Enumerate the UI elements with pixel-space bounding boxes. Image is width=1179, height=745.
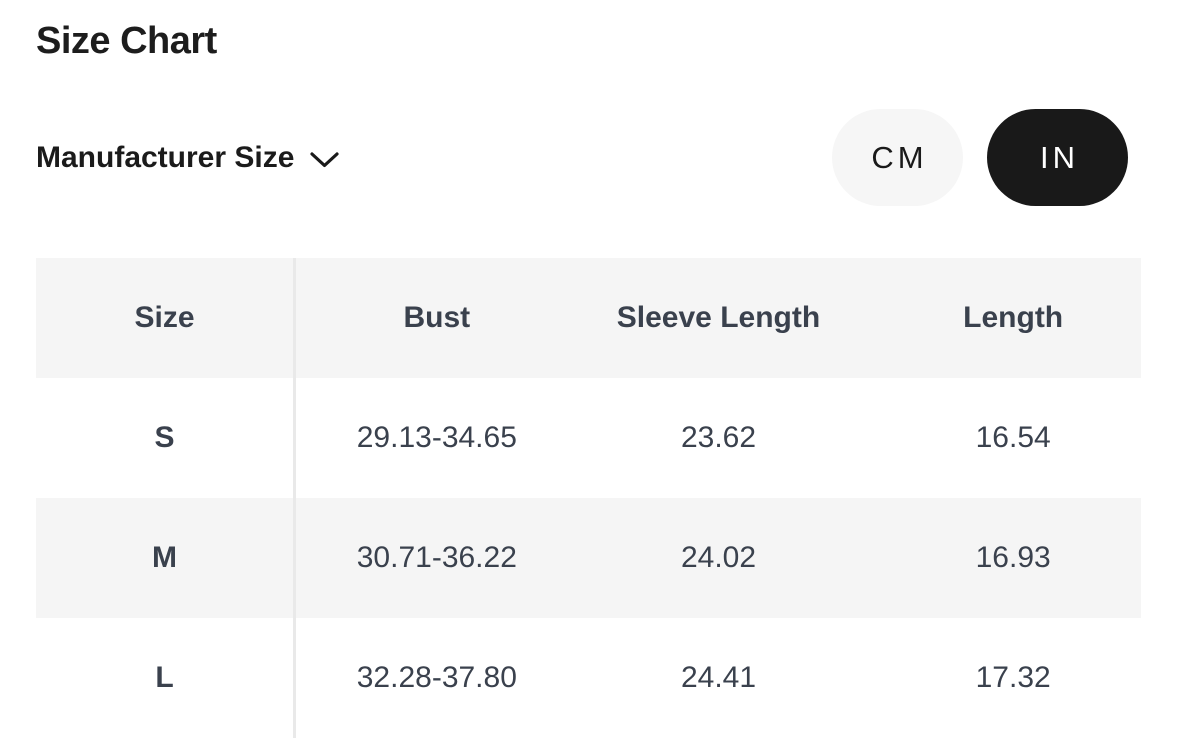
length-cell: 17.32 — [859, 618, 1141, 738]
controls-row: Manufacturer Size CM IN — [36, 109, 1141, 206]
size-cell: L — [36, 618, 296, 738]
sleeve-length-cell: 24.02 — [577, 498, 860, 618]
size-cell: M — [36, 498, 296, 618]
size-chart-page: Size Chart Manufacturer Size CM IN Size … — [0, 20, 1179, 738]
unit-cm-button[interactable]: CM — [832, 109, 963, 206]
sleeve-length-cell: 24.41 — [577, 618, 860, 738]
bust-cell: 29.13-34.65 — [296, 378, 578, 498]
page-title: Size Chart — [36, 20, 217, 62]
column-header-bust: Bust — [296, 258, 578, 378]
manufacturer-size-label: Manufacturer Size — [36, 140, 295, 174]
manufacturer-size-dropdown[interactable]: Manufacturer Size — [36, 141, 340, 175]
unit-toggle: CM IN — [832, 109, 1128, 206]
unit-in-button[interactable]: IN — [987, 109, 1128, 206]
column-header-size: Size — [36, 258, 296, 378]
column-header-length: Length — [859, 258, 1141, 378]
bust-cell: 32.28-37.80 — [296, 618, 578, 738]
size-cell: S — [36, 378, 296, 498]
length-cell: 16.54 — [859, 378, 1141, 498]
length-cell: 16.93 — [859, 498, 1141, 618]
sleeve-length-cell: 23.62 — [577, 378, 860, 498]
bust-cell: 30.71-36.22 — [296, 498, 578, 618]
size-table: Size Bust Sleeve Length Length S 29.13-3… — [36, 258, 1141, 738]
chevron-down-icon — [310, 152, 340, 168]
column-header-sleeve-length: Sleeve Length — [577, 258, 860, 378]
